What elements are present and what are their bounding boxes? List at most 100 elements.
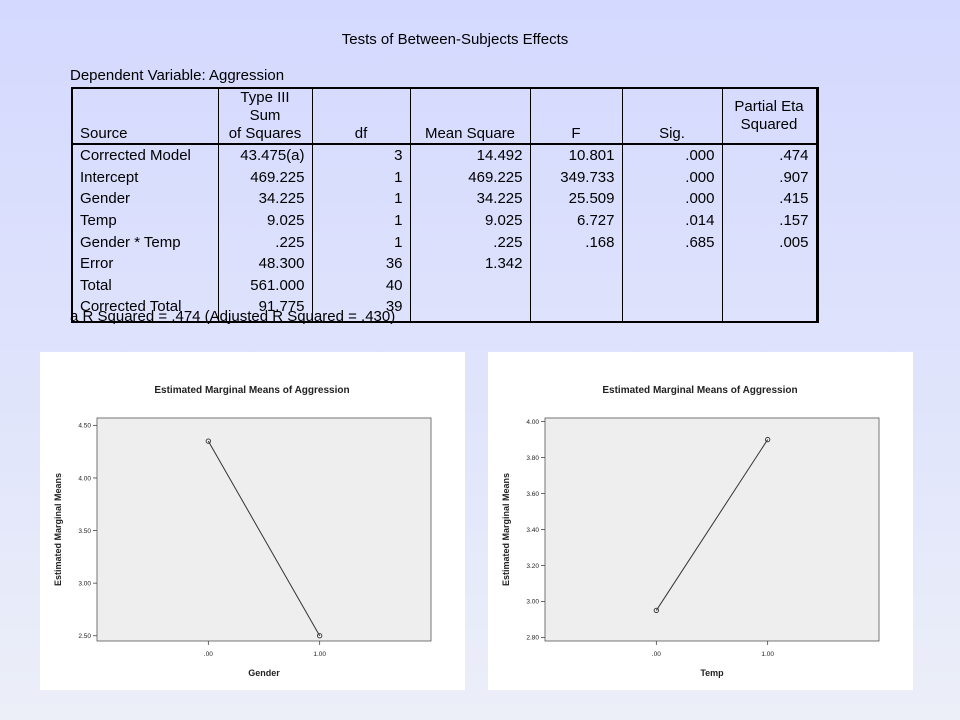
y-tick-label: 4.50 [78, 423, 91, 430]
y-tick-label: 3.00 [78, 580, 91, 587]
table-cell-f [529, 274, 622, 297]
table-cell-df: 1 [311, 188, 410, 210]
table-cell-sig: .685 [621, 231, 722, 253]
table-title: Tests of Between-Subjects Effects [341, 31, 569, 48]
table-cell-f: 6.727 [529, 209, 622, 232]
table-cell-df: 1 [311, 231, 410, 253]
table-cell-sig: .000 [621, 144, 722, 167]
table-cell-source: Intercept [80, 168, 139, 186]
table-cell-df: 40 [311, 274, 410, 297]
table-cell-df: 39 [311, 296, 410, 322]
chart-gender: Estimated Marginal Means of Aggression 2.… [40, 352, 465, 690]
table-cell-source: Temp [80, 212, 117, 230]
header-eta-line1: Partial Eta [734, 98, 804, 115]
x-axis-label: Gender [248, 668, 280, 678]
table-cell-sig: .014 [621, 209, 722, 232]
table-cell-sig [621, 252, 722, 275]
table-cell-ss: .225 [217, 231, 312, 253]
table-row: Gender 34.225 1 34.225 25.509.000.415 [72, 188, 817, 210]
y-tick-label: 3.50 [78, 528, 91, 535]
table-row: Corrected Model 43.475(a) 3 14.492 10.801.00… [72, 144, 817, 167]
header-f: F [529, 88, 622, 145]
table-cell-eta [721, 252, 817, 275]
table-cell-ss: 48.300 [217, 252, 312, 275]
header-sig: Sig. [621, 88, 722, 145]
table-cell-ms [409, 296, 530, 322]
header-ss-line1: Type III Sum [240, 89, 290, 124]
table-cell-ms: .225 [409, 231, 530, 253]
table-row: Corrected Total 91.775 39 [72, 296, 817, 322]
chart-title: Estimated Marginal Means of Aggression [602, 385, 797, 396]
table-cell-ms: 1.342 [409, 252, 530, 275]
header-source: Source [72, 88, 218, 145]
table-footnote: a R Squared = .474 (Adjusted R Squared =… [70, 308, 396, 325]
table-cell-source: Gender * Temp [80, 233, 181, 251]
table-cell-f [529, 296, 622, 322]
table-cell-sig [621, 296, 722, 322]
series-line [207, 440, 321, 636]
table-cell-ms [409, 274, 530, 297]
y-tick-label: 2.50 [78, 633, 91, 640]
table-cell-sig: .000 [621, 188, 722, 210]
header-mean-square: Mean Square [409, 88, 530, 145]
table-cell-ss: 561.000 [217, 274, 312, 297]
data-point [765, 436, 771, 443]
header-df: df [311, 88, 410, 145]
data-point [653, 607, 659, 614]
table-cell-eta: .005 [721, 231, 817, 253]
table-cell-source: Error [80, 255, 114, 273]
data-point [205, 438, 211, 444]
table-cell-df: 1 [311, 209, 410, 232]
table-cell-source: Gender [80, 190, 131, 208]
table-cell-eta [721, 274, 817, 297]
table-cell-f: 25.509 [529, 188, 622, 210]
table-cell-ms: 9.025 [409, 209, 530, 232]
y-tick-label: 3.20 [526, 563, 539, 570]
table-cell-sig: .000 [621, 166, 722, 189]
plot-area [544, 417, 880, 642]
table-cell-ss: 9.025 [217, 209, 312, 232]
table-cell-f: .168 [529, 231, 622, 253]
x-tick-label: .00 [652, 651, 661, 658]
y-tick-label: 2.80 [526, 635, 539, 642]
table-body: Corrected Model 43.475(a) 3 14.492 10.801.00… [72, 144, 817, 322]
table-cell-df: 1 [311, 166, 410, 189]
header-sum-of-squares: Type III Sum of Squares [217, 88, 312, 145]
table-row: Intercept 469.225 1 469.225 349.733.000.907 [72, 166, 817, 189]
table-cell-source: Total [80, 276, 112, 294]
table-header-row: Source Type III Sum of Squares df Mean S… [72, 88, 817, 145]
y-axis-label: Estimated Marginal Means [53, 473, 63, 586]
dependent-variable-label: Dependent Variable: Aggression [70, 67, 285, 84]
plot-area [96, 417, 432, 642]
x-tick-label: 1.00 [313, 651, 326, 658]
y-tick-label: 3.80 [526, 455, 539, 462]
y-tick-label: 4.00 [78, 475, 91, 482]
anova-table: Source Type III Sum of Squares df Mean S… [71, 87, 819, 323]
table-cell-ss: 34.225 [217, 188, 312, 210]
table-cell-eta [721, 296, 817, 322]
series-line [655, 439, 769, 611]
table-cell-eta: .474 [721, 144, 817, 167]
chart-gender-svg: Estimated Marginal Means of Aggression 2.… [53, 385, 432, 678]
y-tick-label: 3.60 [526, 491, 539, 498]
table-cell-ms: 14.492 [409, 144, 530, 167]
table-row: Temp 9.025 1 9.025 6.727.014.157 [72, 209, 817, 232]
table-cell-eta: .907 [721, 166, 817, 189]
table-cell-eta: .415 [721, 188, 817, 210]
table-cell-df: 3 [311, 144, 410, 167]
y-tick-label: 3.00 [526, 599, 539, 606]
chart-title: Estimated Marginal Means of Aggression [154, 385, 349, 396]
y-axis-label: Estimated Marginal Means [501, 473, 511, 586]
table-cell-ss: 91.775 [217, 296, 312, 322]
table-cell-sig [621, 274, 722, 297]
table-cell-ms: 469.225 [409, 166, 530, 189]
header-partial-eta: Partial Eta Squared [721, 88, 817, 145]
y-tick-label: 4.00 [526, 419, 539, 426]
x-tick-label: .00 [204, 651, 213, 658]
table-cell-ss: 469.225 [217, 166, 312, 189]
table-cell-source: Corrected Total [80, 298, 182, 316]
x-axis-label: Temp [700, 668, 724, 678]
header-eta-line2: Squared [740, 116, 798, 133]
y-tick-label: 3.40 [526, 527, 539, 534]
chart-temp-svg: Estimated Marginal Means of Aggression 2.… [501, 385, 880, 678]
